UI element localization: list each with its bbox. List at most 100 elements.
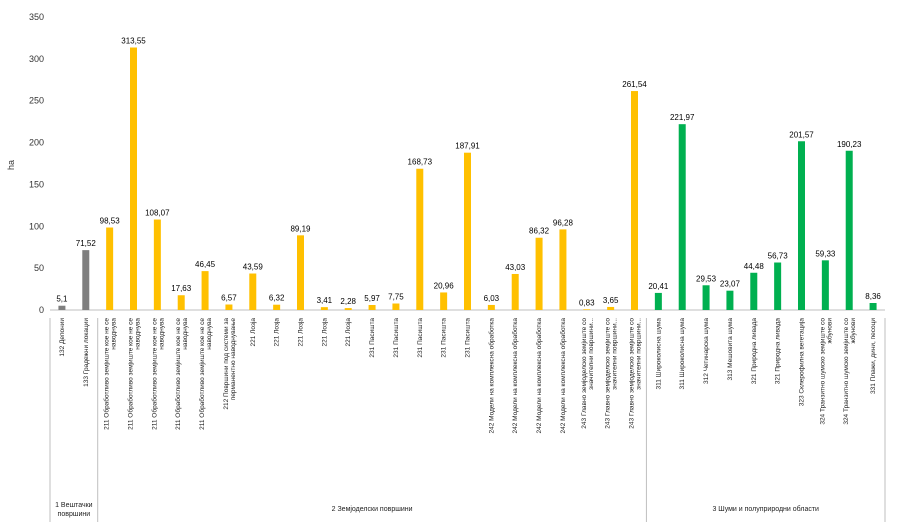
category-label-line: 231 Пасишта [465, 318, 472, 358]
bar [106, 227, 114, 310]
group-label: 2 Земјоделски површини [332, 506, 413, 513]
category-label-line: значителни површини... [636, 318, 643, 390]
category-label: 321 Природна ливада [775, 318, 782, 385]
data-label: 43,59 [243, 263, 264, 272]
category-label: 211 Обработливо земјиште кое не се наводн… [174, 318, 189, 430]
data-label: 86,32 [529, 227, 550, 236]
category-label-line: 311 Широколисна шума [655, 318, 662, 390]
data-label: 6,57 [221, 293, 237, 302]
bar [416, 168, 424, 310]
category-label: 133 Градежни локации [83, 318, 90, 387]
data-label: 190,23 [837, 140, 862, 149]
category-label: 242 Модели на комплексна обработка [559, 318, 567, 434]
category-label-line: 324 Транзитно шумско земјиште со [819, 318, 826, 425]
category-label: 242 Модели на комплексна обработка [535, 318, 543, 434]
category-label-line: наводнува [158, 318, 165, 350]
bar [535, 237, 543, 310]
bar [607, 306, 615, 310]
bar [869, 303, 877, 310]
category-label: 211 Обработливо земјиште кое не се наводн… [103, 318, 118, 430]
category-label: 221 Лозја [345, 318, 352, 347]
group-label: 3 Шуми и полуприродни области [712, 505, 819, 513]
category-label-line: 231 Пасишта [417, 318, 424, 358]
category-label: 243 Главно земјоделско земјиште со значит… [605, 318, 619, 429]
category-label-line: 243 Главно земјоделско земјиште со [581, 318, 588, 429]
category-label: 242 Модели на комплексна обработка [487, 318, 495, 434]
category-label-line: 231 Пасишта [441, 318, 448, 358]
bar [654, 292, 662, 310]
category-label-line: 242 Модели на комплексна обработка [535, 318, 543, 434]
y-tick-label: 50 [34, 263, 44, 273]
bar [559, 229, 567, 310]
category-label: 312 Четинарска шума [703, 318, 710, 384]
category-label: 211 Обработливо земјиште кое не се наводн… [127, 318, 142, 430]
y-tick-label: 0 [39, 305, 44, 315]
category-label: 324 Транзитно шумско земјиште со жбунови [819, 318, 833, 425]
category-label-line: 211 Обработливо земјиште кое не се [103, 318, 111, 430]
y-tick-label: 300 [29, 54, 44, 64]
category-label-line: 221 Лозја [345, 318, 352, 347]
data-label: 187,91 [455, 142, 480, 151]
data-label: 3,41 [317, 296, 333, 305]
category-label-line: 323 Склерофилна вегетација [799, 318, 806, 407]
bar [368, 305, 376, 310]
data-label: 23,07 [720, 280, 741, 289]
bar [726, 290, 734, 310]
category-label-line: наводнува [111, 318, 118, 350]
data-label: 43,03 [505, 263, 526, 272]
data-label: 56,73 [768, 252, 789, 261]
bar [440, 292, 448, 310]
category-label: 231 Пасишта [393, 318, 400, 358]
data-label: 221,97 [670, 113, 695, 122]
category-label-line: 312 Четинарска шума [703, 318, 710, 384]
category-label: 211 Обработливо земјиште кое не се наводн… [198, 318, 213, 430]
bar [225, 304, 233, 310]
bar [487, 304, 495, 310]
y-tick-label: 150 [29, 179, 44, 189]
bar [201, 271, 209, 310]
category-label-line: 311 Широколисна шума [679, 318, 686, 390]
data-label: 108,07 [145, 209, 170, 218]
category-label: 231 Пасишта [465, 318, 472, 358]
data-label: 6,03 [484, 294, 500, 303]
category-label-line: 221 Лозја [274, 318, 281, 347]
category-label-line: 242 Модели на комплексна обработка [487, 318, 495, 434]
bar [320, 307, 328, 310]
data-label: 20,96 [434, 281, 455, 290]
data-label: 46,45 [195, 260, 216, 269]
category-label-line: 221 Лозја [298, 318, 305, 347]
category-label: 331 Плажи, дини, песоци [870, 318, 877, 394]
data-label: 17,63 [171, 284, 192, 293]
category-label-line: наводнува [135, 318, 142, 350]
category-label: 231 Пасишта [417, 318, 424, 358]
category-label: 242 Модели на комплексна обработка [511, 318, 519, 434]
data-label: 168,73 [408, 158, 433, 167]
category-label-line: наводнува [206, 318, 213, 350]
data-label: 7,75 [388, 293, 404, 302]
category-label: 211 Обработливо земјиште кое не се наводн… [150, 318, 165, 430]
category-label-line: значителни површини... [588, 318, 595, 390]
category-label-line: 212 Површини под системи за [223, 318, 230, 410]
bar [130, 47, 137, 311]
category-label-line: 313 Мешовита шума [727, 318, 734, 381]
category-label-line: 211 Обработливо земјиште кое не се [150, 318, 158, 430]
bar [58, 305, 66, 310]
bar [845, 150, 853, 310]
category-labels: 132 Депонии 133 Градежни локации 211 Обраб… [59, 318, 877, 434]
data-label: 96,28 [553, 218, 574, 227]
category-label: 243 Главно земјоделско земјиште со значит… [629, 318, 643, 429]
category-label-line: 211 Обработливо земјиште кое не се [198, 318, 206, 430]
bar [153, 219, 161, 310]
category-label: 221 Лозја [274, 318, 281, 347]
data-label: 59,33 [815, 249, 836, 258]
data-label: 20,41 [648, 282, 669, 291]
bar [82, 250, 90, 310]
data-label: 44,48 [744, 262, 765, 271]
category-label: 221 Лозја [250, 318, 257, 347]
category-label: 231 Пасишта [369, 318, 376, 358]
y-tick-label: 100 [29, 221, 44, 231]
category-label-line: наводнува [182, 318, 189, 350]
data-label: 201,57 [789, 130, 814, 139]
bar [297, 235, 304, 310]
category-label: 321 Природна ливада [751, 318, 758, 385]
